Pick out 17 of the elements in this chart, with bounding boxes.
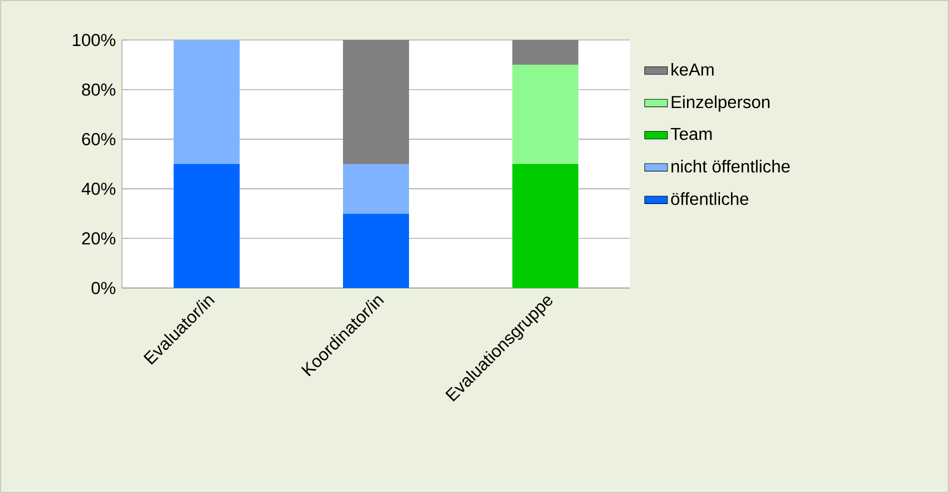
legend-label: Team: [670, 128, 712, 140]
legend-label: nicht öffentliche: [672, 160, 790, 173]
bar: [342, 164, 410, 214]
y-tick-label: 0%: [92, 282, 116, 294]
bar: [174, 40, 240, 164]
legend-label: keAm: [672, 62, 714, 76]
y-tick-label: 80%: [82, 83, 116, 96]
y-tick-label: 40%: [82, 182, 116, 195]
y-tick-label: 20%: [82, 232, 116, 245]
bar: [512, 64, 578, 164]
bar: [342, 214, 410, 288]
legend-label: Einzelperson: [672, 95, 770, 112]
bar: [174, 164, 240, 288]
legend-label: öffentliche: [671, 192, 748, 206]
y-tick-label: 100%: [72, 34, 116, 46]
y-tick-label: 60%: [82, 133, 116, 146]
bar: [512, 164, 578, 288]
